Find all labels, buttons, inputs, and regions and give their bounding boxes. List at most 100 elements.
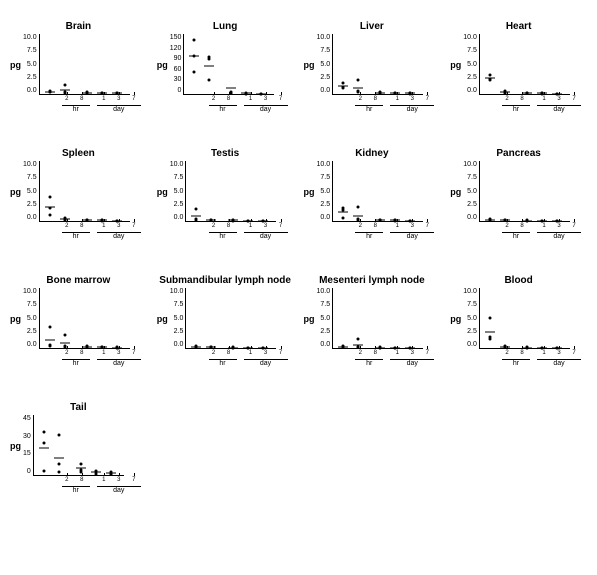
mean-bar — [375, 220, 385, 221]
x-group-label: hr — [62, 486, 90, 494]
x-axis: 28137hrday — [350, 222, 440, 244]
mean-bar — [405, 93, 415, 94]
x-tick: 2 — [505, 96, 508, 102]
data-point — [342, 87, 345, 90]
plot-area — [332, 34, 423, 95]
data-point — [57, 463, 60, 466]
y-tick: 2.5 — [317, 328, 331, 335]
x-tick: 2 — [65, 477, 68, 483]
x-tick: 8 — [80, 350, 83, 356]
x-tick: 3 — [117, 223, 120, 229]
y-axis-label: pg — [10, 441, 21, 451]
y-tick: 5.0 — [463, 315, 477, 322]
x-tick: 7 — [132, 350, 135, 356]
x-group-label: hr — [502, 359, 530, 367]
x-group-label: hr — [209, 359, 237, 367]
x-group-label: day — [244, 359, 288, 367]
y-tick: 0.0 — [317, 214, 331, 221]
y-axis-label: pg — [450, 187, 461, 197]
mean-bar — [45, 339, 55, 340]
x-tick: 2 — [65, 96, 68, 102]
y-tick: 45 — [23, 415, 31, 422]
mean-bar — [500, 91, 510, 92]
data-point — [42, 431, 45, 434]
y-tick: 0.0 — [170, 214, 184, 221]
x-tick: 1 — [396, 96, 399, 102]
mean-bar — [390, 93, 400, 94]
y-axis-label: pg — [304, 187, 315, 197]
x-axis: 28137hrday — [497, 95, 587, 117]
data-point — [48, 196, 51, 199]
panel-title: Pancreas — [450, 137, 587, 159]
y-tick: 60 — [170, 66, 182, 73]
y-axis-label: pg — [10, 314, 21, 324]
y-tick: 5.0 — [317, 315, 331, 322]
mean-bar — [353, 344, 363, 345]
x-axis: 28137hrday — [350, 349, 440, 371]
chart-panel: Bone marrowpg10.07.55.02.50.028137hrday — [10, 264, 147, 371]
y-axis-ticks: 10.07.55.02.50.0 — [170, 161, 186, 221]
y-tick: 2.5 — [23, 201, 37, 208]
x-tick: 8 — [374, 350, 377, 356]
mean-bar — [338, 212, 348, 213]
x-tick: 1 — [542, 223, 545, 229]
x-group-label: day — [244, 232, 288, 240]
mean-bar — [500, 220, 510, 221]
y-axis-ticks: 10.07.55.02.50.0 — [170, 288, 186, 348]
x-axis: 28137hrday — [497, 222, 587, 244]
x-tick: 7 — [132, 223, 135, 229]
x-tick: 7 — [279, 350, 282, 356]
y-tick: 5.0 — [23, 315, 37, 322]
x-tick: 7 — [572, 223, 575, 229]
mean-bar — [189, 56, 199, 57]
plot-area — [33, 415, 124, 476]
chart-panel: Bloodpg10.07.55.02.50.028137hrday — [450, 264, 587, 371]
y-tick: 10.0 — [463, 161, 477, 168]
y-axis-label: pg — [304, 60, 315, 70]
plot-area — [39, 34, 130, 95]
y-tick: 30 — [170, 76, 182, 83]
y-tick: 5.0 — [23, 188, 37, 195]
data-point — [42, 470, 45, 473]
data-point — [79, 463, 82, 466]
x-tick: 3 — [117, 350, 120, 356]
chart-body: pg10.07.55.02.50.0 — [450, 34, 587, 95]
x-tick: 8 — [227, 223, 230, 229]
mean-bar — [375, 92, 385, 93]
y-tick: 0.0 — [170, 341, 184, 348]
y-tick: 10.0 — [463, 288, 477, 295]
panel-title: Testis — [157, 137, 294, 159]
mean-bar — [45, 206, 55, 207]
panel-title: Liver — [304, 10, 441, 32]
data-point — [357, 218, 360, 221]
y-tick: 10.0 — [317, 288, 331, 295]
y-tick: 2.5 — [317, 201, 331, 208]
y-tick: 30 — [23, 433, 31, 440]
y-tick: 7.5 — [463, 47, 477, 54]
data-point — [63, 333, 66, 336]
x-tick: 2 — [359, 350, 362, 356]
y-axis-ticks: 10.07.55.02.50.0 — [463, 288, 479, 348]
chart-panel: Mesenteri lymph nodepg10.07.55.02.50.028… — [304, 264, 441, 371]
mean-bar — [60, 342, 70, 343]
y-tick: 5.0 — [317, 61, 331, 68]
y-tick: 2.5 — [170, 328, 184, 335]
chart-body: pg10.07.55.02.50.0 — [157, 161, 294, 222]
mean-bar — [60, 89, 70, 90]
mean-bar — [204, 66, 214, 67]
data-point — [193, 39, 196, 42]
x-group-label: hr — [355, 105, 383, 113]
data-point — [48, 345, 51, 348]
y-tick: 7.5 — [170, 174, 184, 181]
y-tick: 2.5 — [170, 201, 184, 208]
chart-body: pg10.07.55.02.50.0 — [450, 288, 587, 349]
y-axis-label: pg — [157, 314, 168, 324]
x-group-label: day — [97, 486, 141, 494]
mean-bar — [91, 472, 101, 473]
chart-panel: Brainpg10.07.55.02.50.028137hrday — [10, 10, 147, 117]
y-tick: 2.5 — [463, 201, 477, 208]
mean-bar — [375, 347, 385, 348]
y-axis-ticks: 10.07.55.02.50.0 — [23, 288, 39, 348]
x-axis: 28137hrday — [57, 349, 147, 371]
mean-bar — [228, 220, 238, 221]
